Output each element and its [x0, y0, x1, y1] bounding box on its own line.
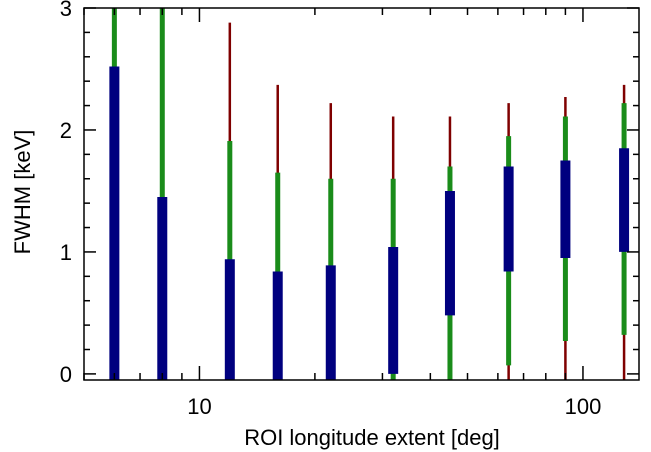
y-tick-label-2: 2	[60, 118, 72, 143]
y-tick-label-0: 0	[60, 362, 72, 387]
chart-axes	[83, 7, 640, 381]
chart-marks	[109, 8, 630, 380]
tick-labels: 0 1 2 3 10 100	[60, 0, 602, 419]
x-axis-label: ROI longitude extent [deg]	[244, 425, 500, 450]
y-tick-label-3: 3	[60, 0, 72, 21]
y-tick-label-1: 1	[60, 240, 72, 265]
x-tick-label-1: 100	[565, 394, 602, 419]
plot-frame	[83, 7, 640, 381]
y-axis-label: FWHM [keV]	[10, 130, 35, 255]
x-tick-label-0: 10	[187, 394, 211, 419]
